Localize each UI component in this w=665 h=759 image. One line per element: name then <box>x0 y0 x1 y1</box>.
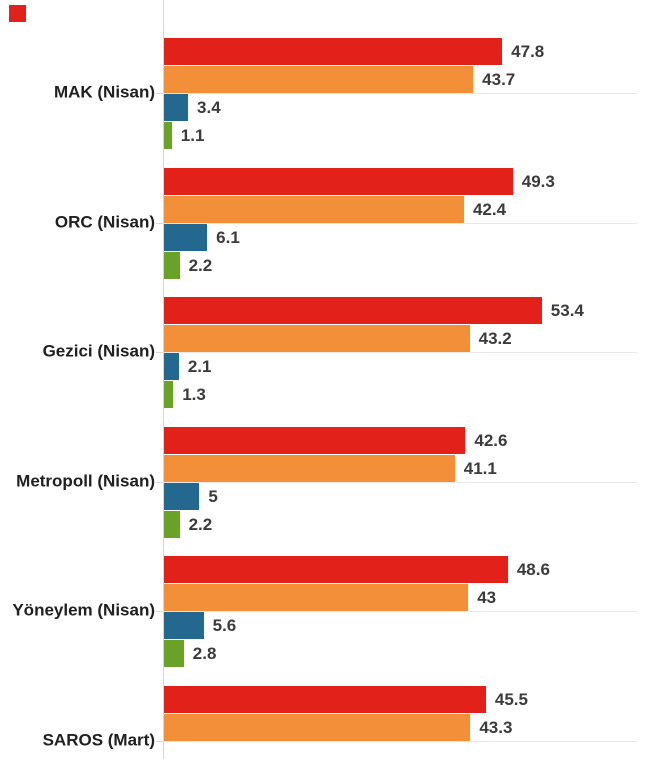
bar-green <box>164 510 180 538</box>
axis-tick <box>156 481 163 483</box>
red-legend-swatch <box>9 5 26 22</box>
value-label: 42.6 <box>474 430 508 450</box>
bar-red <box>164 685 486 713</box>
bar-orange <box>164 454 455 482</box>
category-label: Gezici (Nisan) <box>42 341 155 361</box>
value-label: 1.3 <box>182 385 206 404</box>
value-label: 5 <box>208 486 218 506</box>
gridline <box>163 222 637 224</box>
bar-green <box>164 251 180 279</box>
bar-red <box>164 556 508 583</box>
axis-tick <box>156 352 163 353</box>
value-label: 5.6 <box>212 616 237 635</box>
gridline <box>163 740 637 742</box>
gridline <box>163 481 637 483</box>
bar-green <box>164 381 174 408</box>
bar-green <box>164 122 172 149</box>
category-label: Yöneylem (Nisan) <box>12 600 155 620</box>
value-label: 3.4 <box>197 98 221 117</box>
category-label: SAROS (Mart) <box>42 730 155 750</box>
axis-tick <box>156 222 163 224</box>
gridline <box>163 352 637 353</box>
category-axis-line <box>163 0 164 759</box>
value-label: 6.1 <box>216 227 240 247</box>
gridline <box>163 611 637 612</box>
value-label: 43.3 <box>479 717 513 737</box>
gridline <box>163 93 637 94</box>
value-label: 41.1 <box>463 458 497 478</box>
category-label: MAK (Nisan) <box>53 82 155 102</box>
bar-orange <box>164 713 471 741</box>
value-label: 53.4 <box>550 301 584 320</box>
bar-orange <box>164 325 470 352</box>
axis-tick <box>156 740 163 742</box>
axis-tick <box>156 611 163 612</box>
value-label: 43.2 <box>478 329 512 348</box>
value-label: 2.8 <box>192 644 217 663</box>
bar-red <box>164 167 513 195</box>
bar-blue <box>164 223 208 251</box>
value-label: 49.3 <box>521 171 555 191</box>
value-label: 47.8 <box>511 42 545 61</box>
bar-orange <box>164 584 469 611</box>
bar-green <box>164 640 184 667</box>
value-label: 2.2 <box>188 255 213 275</box>
value-label: 48.6 <box>516 560 550 579</box>
bar-red <box>164 297 542 324</box>
axis-tick <box>156 93 163 94</box>
value-label: 43.7 <box>482 70 516 89</box>
bar-red <box>164 38 503 65</box>
value-label: 2.2 <box>188 514 213 534</box>
bar-blue <box>164 94 189 121</box>
bar-orange <box>164 66 474 93</box>
category-label: Metropoll (Nisan) <box>16 471 155 491</box>
bar-blue <box>164 612 204 639</box>
value-label: 1.1 <box>180 126 205 145</box>
bar-red <box>164 426 466 454</box>
category-label: ORC (Nisan) <box>54 212 155 232</box>
bar-blue <box>164 353 179 380</box>
value-label: 45.5 <box>494 689 528 709</box>
value-label: 42.4 <box>472 199 507 219</box>
bar-blue <box>164 482 200 510</box>
bar-orange <box>164 195 464 223</box>
value-label: 2.1 <box>187 357 212 376</box>
value-label: 43 <box>477 588 497 607</box>
